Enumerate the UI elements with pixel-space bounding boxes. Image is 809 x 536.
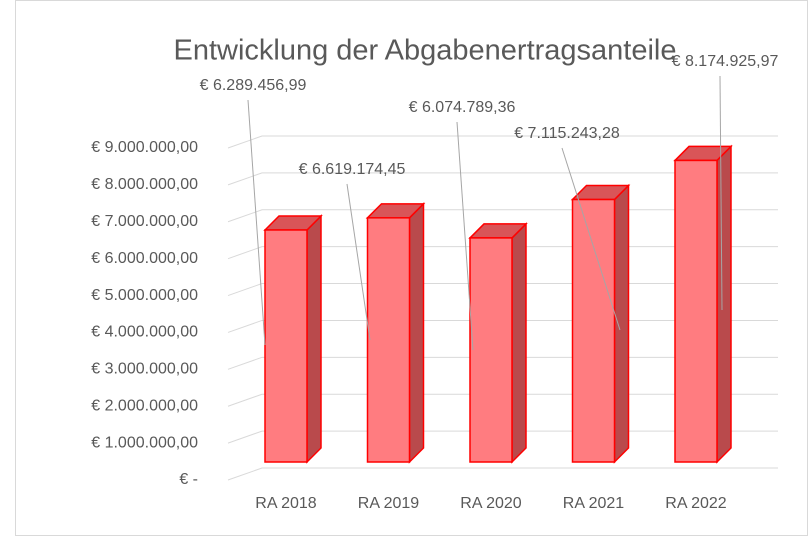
y-tick-label: € - xyxy=(179,471,198,488)
x-tick-label: RA 2021 xyxy=(563,495,624,512)
y-tick-label: € 5.000.000,00 xyxy=(91,287,198,304)
y-tick-label: € 4.000.000,00 xyxy=(91,324,198,341)
x-tick-label: RA 2018 xyxy=(255,495,316,512)
bar-side xyxy=(306,214,322,464)
y-tick-label: € 1.000.000,00 xyxy=(91,434,198,451)
bar xyxy=(570,183,631,464)
bar xyxy=(673,144,733,464)
leader-line xyxy=(346,183,371,341)
bar xyxy=(365,202,426,464)
bar xyxy=(468,222,528,464)
leader-line xyxy=(719,75,723,311)
data-label: € 6.619.174,45 xyxy=(299,161,406,178)
bar-side xyxy=(408,202,425,464)
y-tick-label: € 6.000.000,00 xyxy=(91,250,198,267)
y-tick-label: € 9.000.000,00 xyxy=(91,139,198,156)
bar xyxy=(263,214,323,464)
bar-front xyxy=(469,237,513,463)
bar-front xyxy=(674,159,718,463)
grid-line xyxy=(227,135,778,149)
bar-side xyxy=(613,183,630,464)
chart-title: Entwicklung der Abgabenertragsanteile xyxy=(174,35,677,67)
y-tick-label: € 8.000.000,00 xyxy=(91,176,198,193)
y-tick-label: € 2.000.000,00 xyxy=(91,397,198,414)
x-tick-label: RA 2020 xyxy=(460,495,521,512)
bar-front xyxy=(264,229,308,463)
data-label: € 6.289.456,99 xyxy=(200,77,307,94)
bar-front xyxy=(366,217,411,463)
leader-line xyxy=(561,147,621,331)
data-label: € 7.115.243,28 xyxy=(514,125,620,142)
grid-line xyxy=(227,467,778,481)
y-tick-label: € 3.000.000,00 xyxy=(91,361,198,378)
y-tick-label: € 7.000.000,00 xyxy=(91,213,198,230)
bar-front xyxy=(571,198,616,463)
grid-line xyxy=(227,172,778,186)
leader-line xyxy=(247,99,266,346)
leader-line xyxy=(456,121,474,351)
x-tick-label: RA 2019 xyxy=(358,495,419,512)
bar-side xyxy=(511,222,527,464)
data-label: € 6.074.789,36 xyxy=(409,99,516,116)
x-tick-label: RA 2022 xyxy=(665,495,726,512)
data-label: € 8.174.925,97 xyxy=(672,53,779,70)
bar-side xyxy=(716,144,732,464)
